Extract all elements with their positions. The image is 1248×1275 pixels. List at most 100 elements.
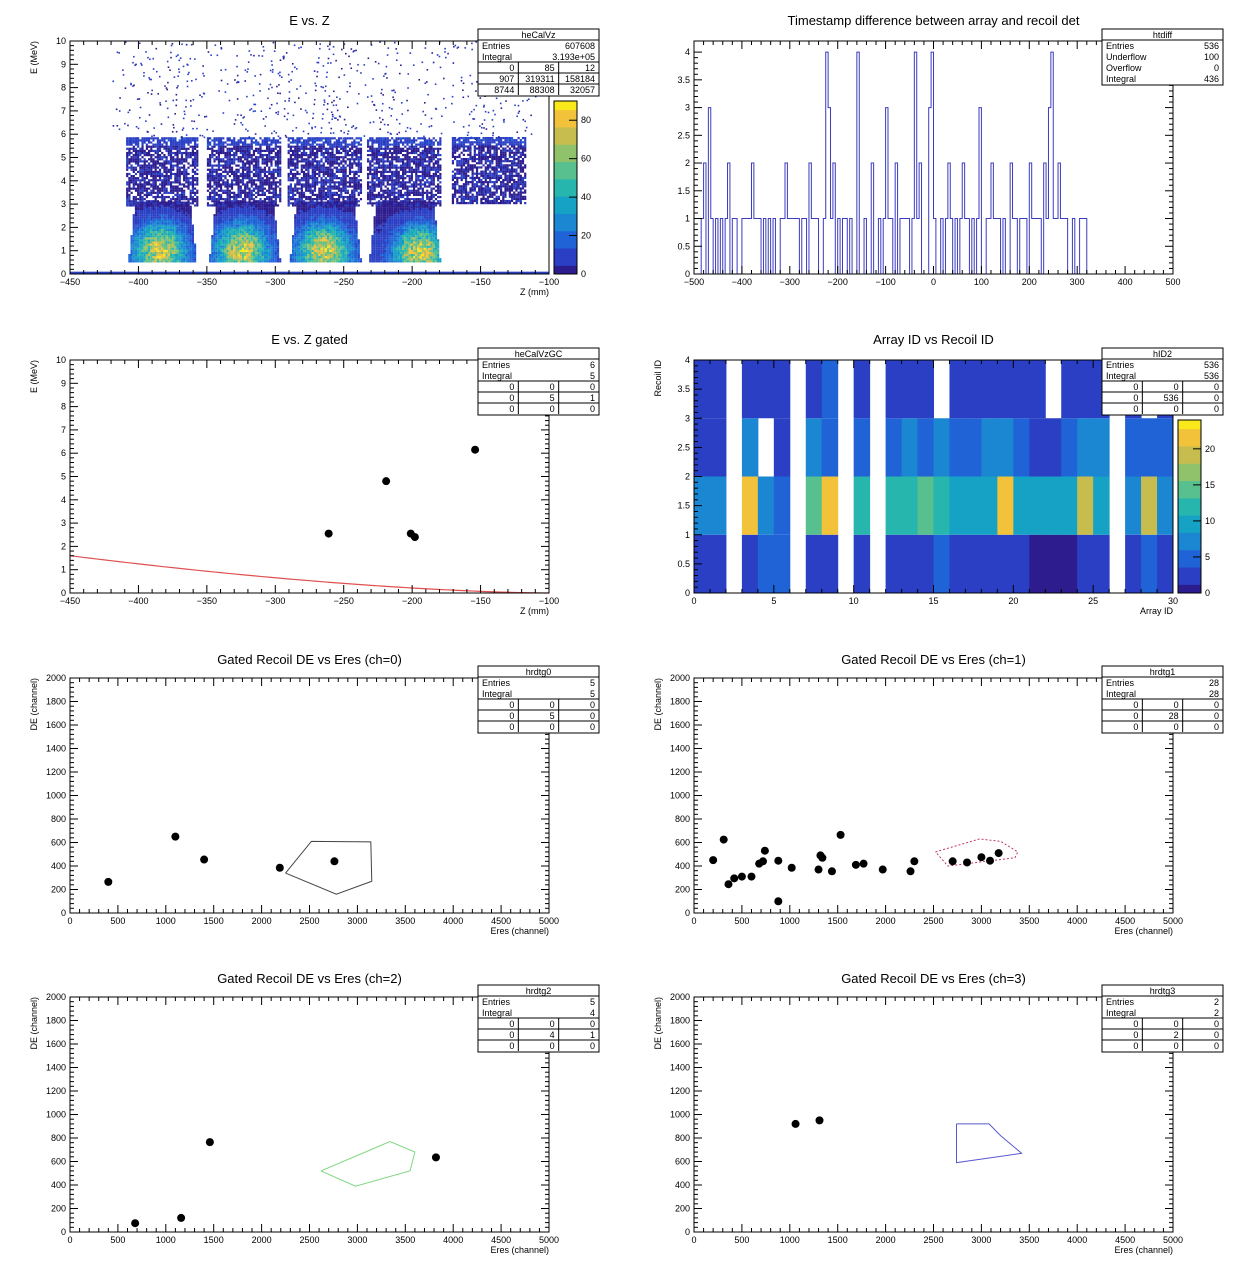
heatmap-cell [139,185,142,188]
heatmap-cell [161,205,164,208]
heatmap-cell [305,195,308,199]
heatmap-cell [174,202,177,205]
heatmap-cell [154,216,157,219]
heatmap-cell [185,156,188,159]
heatmap-cell [239,195,242,199]
heatmap-cell [357,185,360,188]
heatmap-cell [167,235,170,238]
heatmap-cell [324,147,328,150]
heatmap-cell [348,218,352,221]
heatmap-cell [252,247,256,250]
heatmap-cell [274,139,277,142]
heatmap-cell [183,245,186,248]
heatmap-cell [270,183,273,186]
heatmap-cell [239,232,242,236]
heatmap-cell [355,164,358,167]
heatmap-cell [318,170,321,173]
heatmap-cell [230,162,234,165]
heatmap-cell [132,216,135,219]
heatmap-cell [322,147,325,150]
heatmap-cell [259,235,262,238]
heatmap-cell [224,185,227,188]
heatmap-cell [233,200,236,203]
heatmap-cell [246,177,249,180]
heatmap-cell [291,195,295,199]
heatmap-cell [313,218,317,221]
heatmap-cell [296,212,299,215]
heatmap-cell [250,216,253,219]
heatmap-cell [239,212,242,215]
heatmap-cell [300,151,303,155]
heatmap-cell [307,158,310,161]
heatmap-cell [318,181,321,184]
heatmap-cell [163,249,166,252]
heatmap-cell [167,202,170,205]
heatmap-cell [252,187,256,190]
heatmap-cell [320,198,323,201]
heatmap-cell [270,212,273,215]
heatmap-cell [302,207,306,211]
heatmap-cell [313,172,317,176]
heatmap-cell [163,145,166,148]
heatmap-cell [329,212,332,215]
heatmap-cell [130,166,133,169]
heatmap-cell [215,212,218,215]
heatmap-cell [252,220,256,223]
heatmap-cell [265,179,269,182]
heatmap-cell [261,258,264,261]
heatmap-cell [169,154,173,157]
heatmap-cell [248,214,251,217]
heatmap-cell [132,168,135,171]
heatmap-cell [294,147,297,150]
heatmap-cell [128,202,131,205]
heatmap-cell [150,158,153,161]
heatmap-cell [337,193,341,197]
heatmap-cell [311,145,314,148]
heatmap-cell [145,177,149,180]
heatmap-cell [134,228,138,231]
heatmap-cell [235,158,238,161]
heatmap-cell [165,216,168,219]
heatmap-cell [189,202,192,205]
heatmap-cell [143,137,146,140]
heatmap-cell [156,201,159,204]
heatmap-cell [296,189,299,192]
heatmap-cell [187,205,190,208]
heatmap-cell [324,191,328,194]
heatmap-cell [141,195,144,199]
heatmap-cell [244,174,247,178]
heatmap-cell [318,149,321,153]
heatmap-cell [318,195,321,199]
heatmap-cell [335,145,338,148]
heatmap-cell [165,207,168,211]
heatmap-cell [322,239,325,242]
heatmap-cell [351,243,354,246]
heatmap-cell [241,232,245,236]
heatmap-cell [134,224,138,227]
heatmap-cell [300,198,303,201]
heatmap-cell [309,189,312,192]
heatmap-cell [219,207,223,211]
heatmap-cell [311,247,314,250]
heatmap-cell [165,181,168,184]
heatmap-cell [187,172,190,176]
heatmap-cell [172,232,175,236]
heatmap-cell [219,179,223,182]
heatmap-cell [185,179,188,182]
heatmap-cell [346,164,349,167]
heatmap-cell [353,183,356,186]
heatmap-cell [252,230,256,234]
heatmap-cell [359,147,363,150]
heatmap-cell [230,207,234,211]
heatmap-cell [154,209,157,213]
heatmap-cell [219,143,223,146]
heatmap-cell [230,260,234,263]
heatmap-cell [189,256,192,259]
heatmap-cell [274,260,277,263]
heatmap-cell [248,228,251,231]
heatmap-cell [183,166,186,169]
heatmap-cell [348,243,352,246]
heatmap-cell [322,191,325,194]
heatmap-cell [226,151,229,155]
heatmap-cell [241,237,245,240]
